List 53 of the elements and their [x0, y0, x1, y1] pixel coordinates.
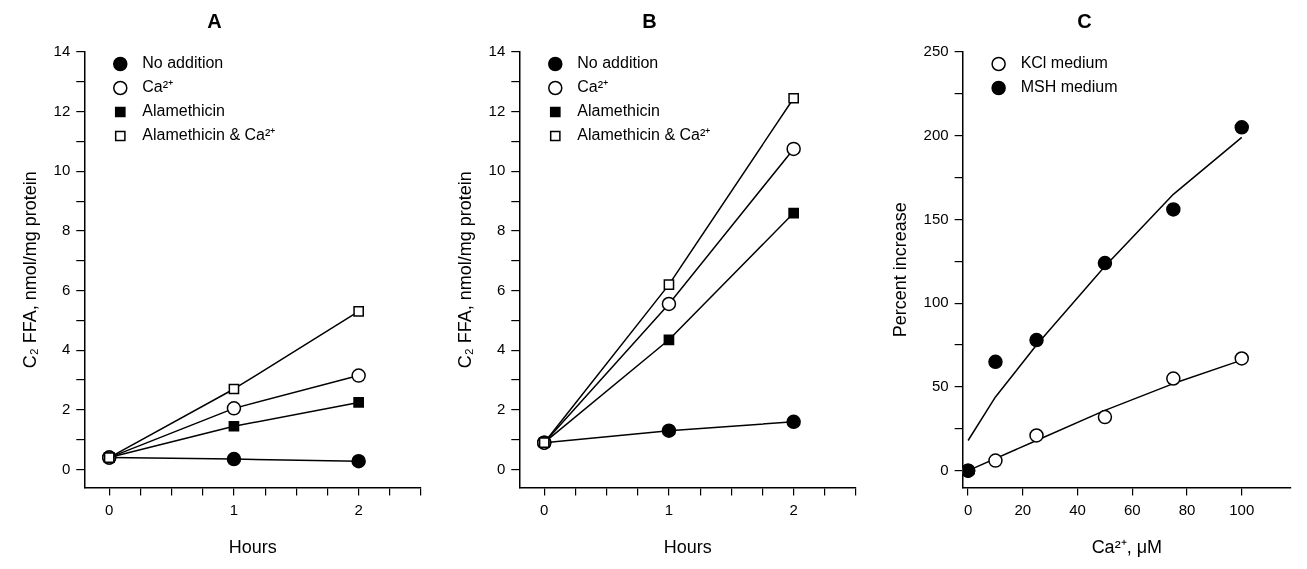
y-tick-label: 8 [496, 221, 506, 239]
y-tick-label: 50 [931, 377, 949, 395]
legend-label: Ca²⁺ [142, 78, 174, 96]
y-tick-label: 12 [53, 101, 71, 119]
y-tick-label: 4 [61, 340, 71, 358]
chart-title: B [642, 9, 657, 32]
x-tick-label: 0 [963, 500, 973, 518]
x-tick-label: 20 [1014, 500, 1032, 518]
y-tick-label: 0 [61, 459, 71, 477]
y-tick-label: 6 [61, 280, 71, 298]
y-tick-label: 14 [53, 42, 71, 60]
y-tick-label: 10 [488, 161, 506, 179]
y-axis-title: C₂ FFA, nmol/mg protein [19, 171, 40, 369]
y-tick-label: 2 [61, 400, 71, 417]
x-tick-label: 40 [1069, 500, 1086, 518]
legend-label: KCl medium [1020, 54, 1108, 72]
legend-label: Alamethicin [577, 102, 660, 120]
y-tick-label: 2 [496, 400, 506, 417]
legend-label: Alamethicin & Ca²⁺ [142, 126, 276, 144]
y-axis-title: Percent increase [889, 202, 910, 338]
y-tick-label: 12 [488, 101, 506, 119]
x-tick-label: 1 [664, 500, 674, 518]
y-tick-label: 0 [496, 459, 506, 477]
x-tick-label: 80 [1178, 500, 1196, 518]
x-tick-label: 0 [105, 500, 114, 518]
y-tick-label: 4 [496, 340, 506, 358]
y-tick-label: 250 [923, 42, 949, 60]
chart-title: A [207, 9, 222, 32]
y-axis-title: C₂ FFA, nmol/mg protein [454, 171, 475, 369]
y-tick-label: 6 [496, 280, 506, 298]
y-tick-label: 150 [923, 209, 949, 227]
legend-label: No addition [577, 54, 659, 72]
legend-label: MSH medium [1020, 78, 1118, 96]
legend-label: Ca²⁺ [577, 78, 609, 96]
y-tick-label: 10 [53, 161, 71, 179]
legend-label: No addition [142, 54, 224, 72]
legend-label: Alamethicin [142, 102, 225, 120]
x-tick-label: 0 [540, 500, 549, 518]
x-tick-label: 2 [354, 500, 363, 518]
y-tick-label: 100 [923, 293, 949, 311]
x-tick-label: 60 [1123, 500, 1141, 518]
y-tick-label: 8 [61, 221, 71, 239]
x-tick-label: 100 [1229, 500, 1255, 518]
chart-title: C [1077, 9, 1092, 32]
x-axis-title: Hours [663, 537, 712, 558]
y-tick-label: 200 [923, 125, 949, 143]
x-axis-title: Hours [228, 537, 277, 558]
x-axis-title: Ca²⁺, μM [1091, 537, 1162, 558]
y-tick-label: 0 [940, 460, 949, 478]
x-tick-label: 1 [229, 500, 239, 518]
y-tick-label: 14 [488, 42, 506, 60]
legend-label: Alamethicin & Ca²⁺ [577, 126, 711, 144]
x-tick-label: 2 [789, 500, 798, 518]
